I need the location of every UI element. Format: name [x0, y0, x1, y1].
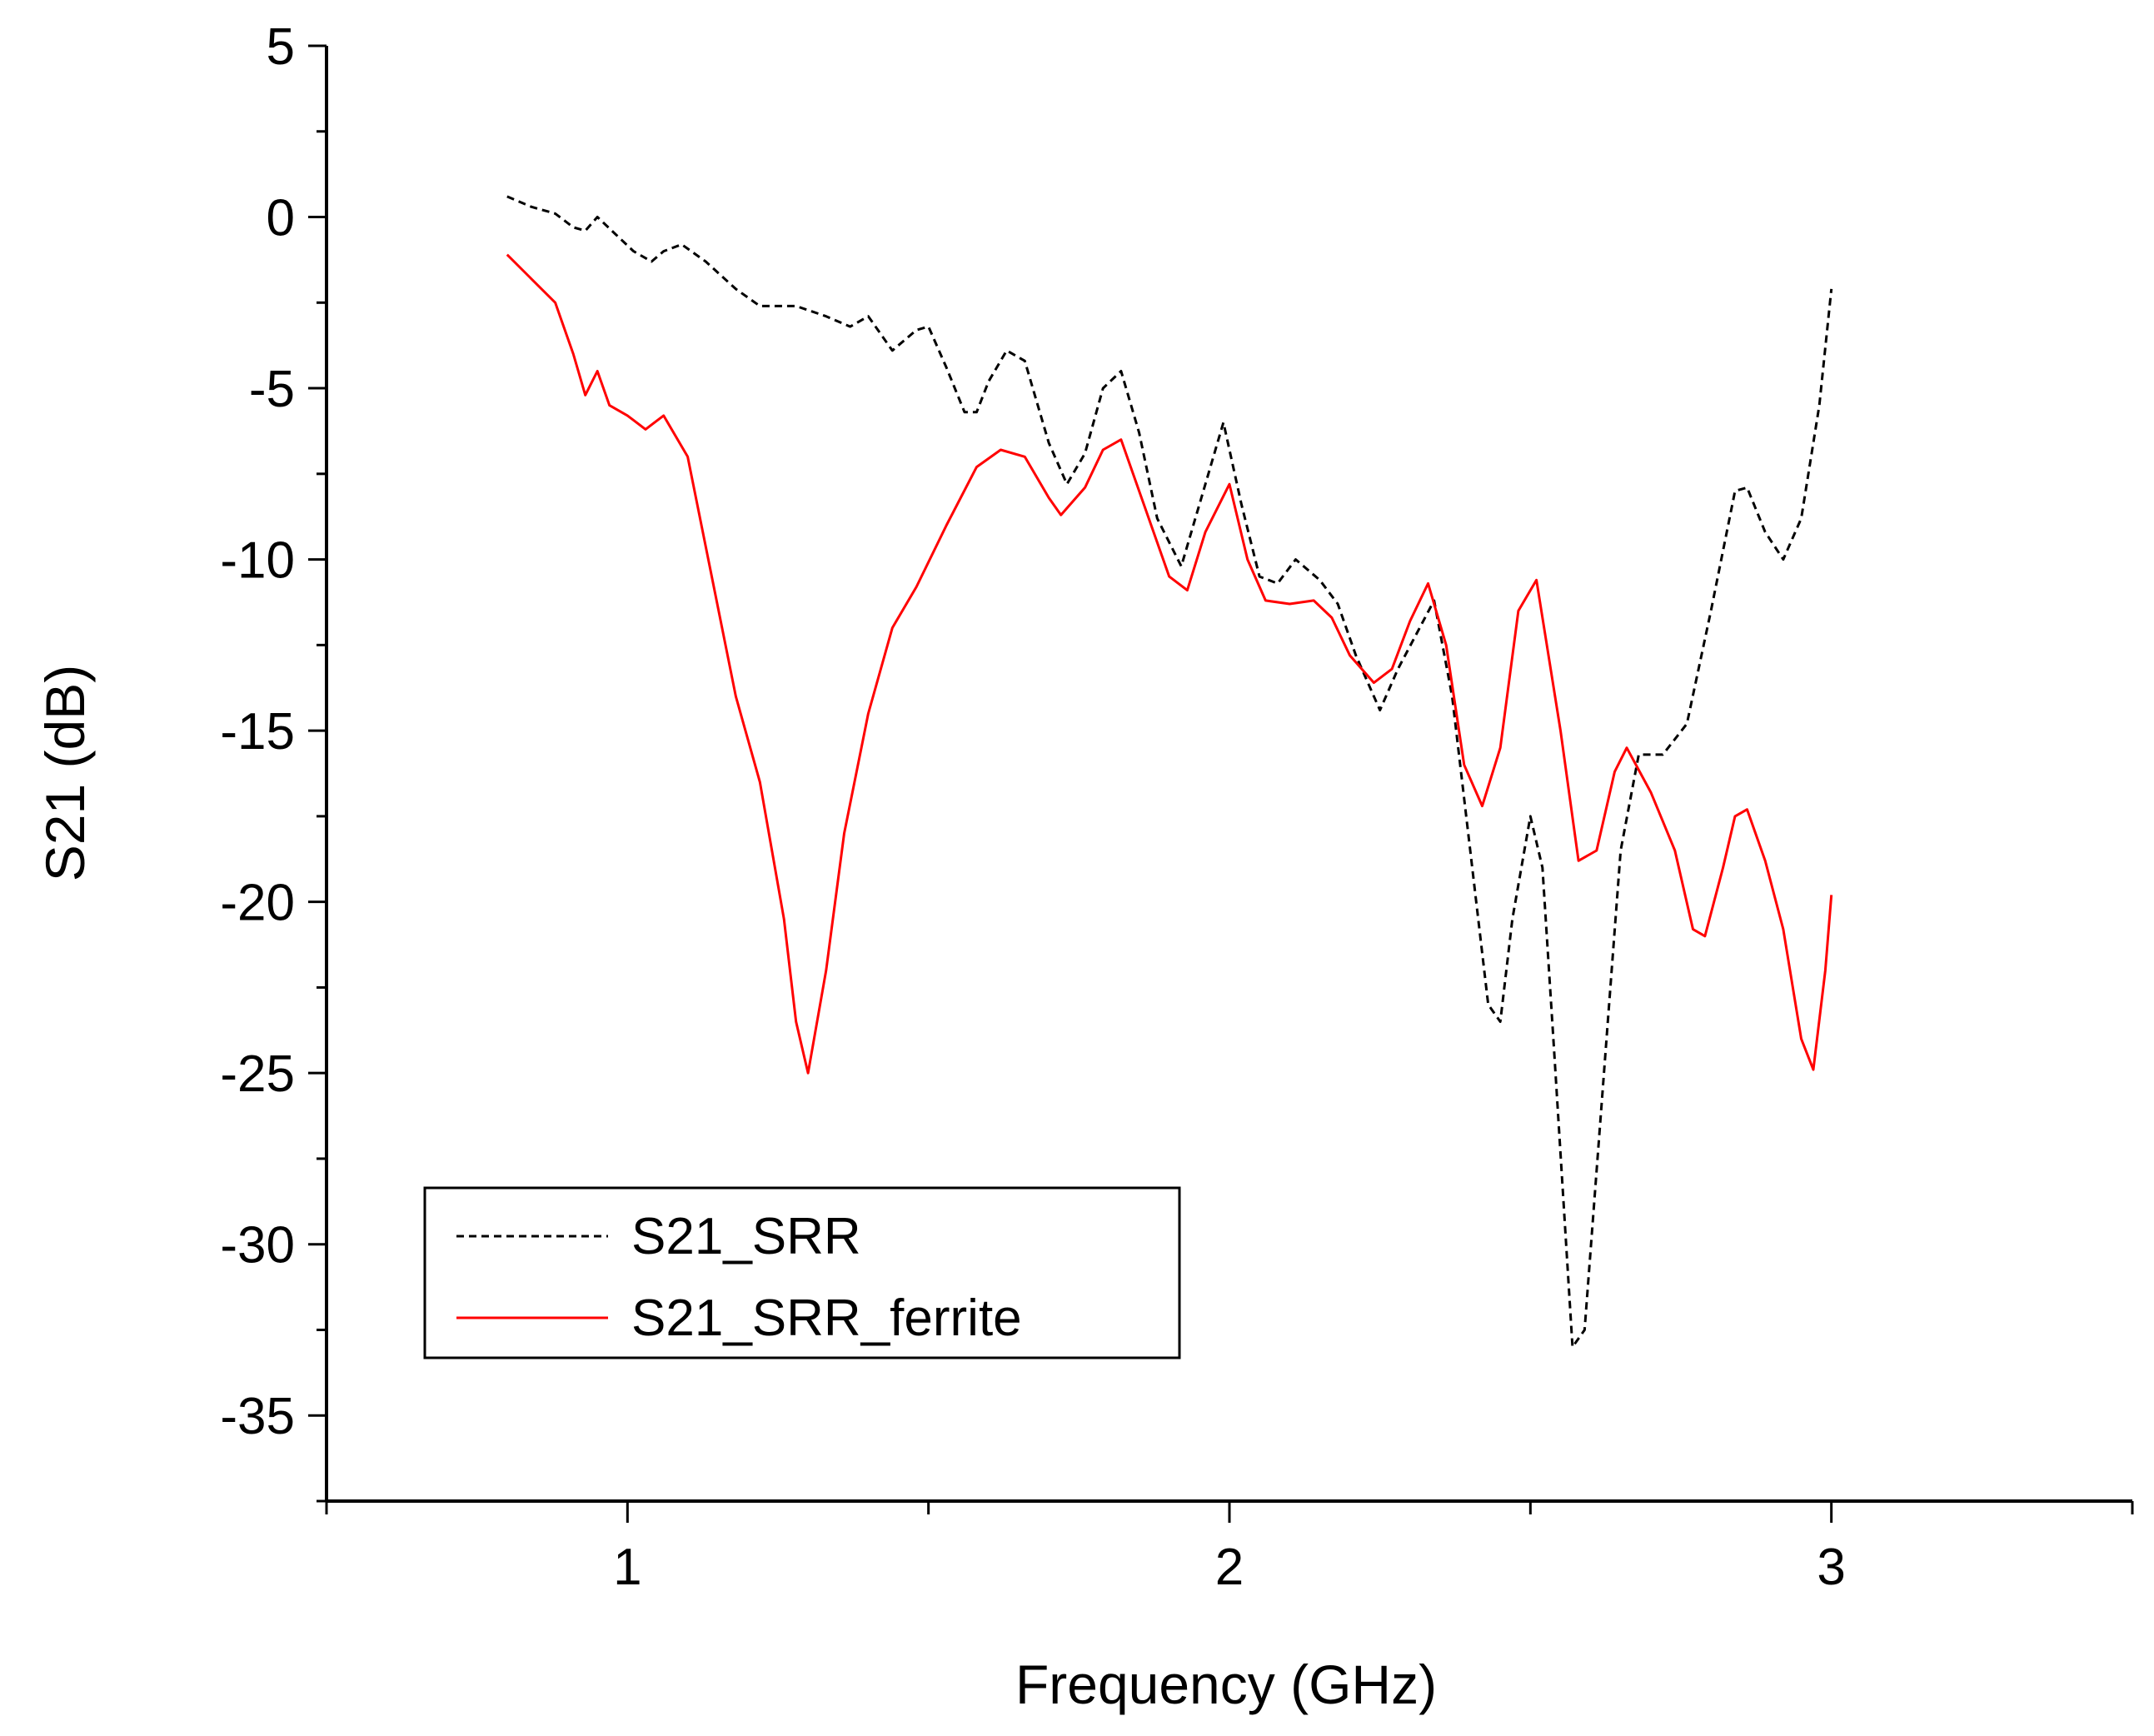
series-line-s21-srr-ferrite	[506, 253, 1833, 1075]
y-tick-label: 0	[267, 190, 295, 247]
x-axis-label: Frequency (GHz)	[1015, 1654, 1437, 1715]
y-tick-label: -20	[220, 875, 295, 932]
y-tick-label: -35	[220, 1388, 295, 1445]
y-tick-label: -5	[249, 361, 295, 418]
x-tick-label: 3	[1817, 1539, 1845, 1596]
x-tick-label: 1	[613, 1539, 641, 1596]
legend-label-s21-srr-ferrite: S21_SRR_ferrite	[631, 1290, 1022, 1347]
axes: 5 0 -5 -10 -15 -20 -25 -30 -35 1 2 3	[220, 18, 2134, 1596]
y-axis-label: S21 (dB)	[34, 665, 96, 881]
legend: S21_SRR S21_SRR_ferrite	[423, 1186, 1181, 1359]
legend-label-s21-srr: S21_SRR	[631, 1208, 861, 1265]
series-layer	[506, 195, 1833, 1349]
y-tick-label: -15	[220, 703, 295, 761]
y-tick-label: -25	[220, 1045, 295, 1103]
x-tick-label: 2	[1215, 1539, 1244, 1596]
y-tick-label: -10	[220, 532, 295, 590]
legend-box	[423, 1186, 1181, 1359]
y-tick-label: 5	[267, 18, 295, 76]
y-tick-label: -30	[220, 1217, 295, 1275]
series-line-s21-srr	[506, 195, 1833, 1349]
